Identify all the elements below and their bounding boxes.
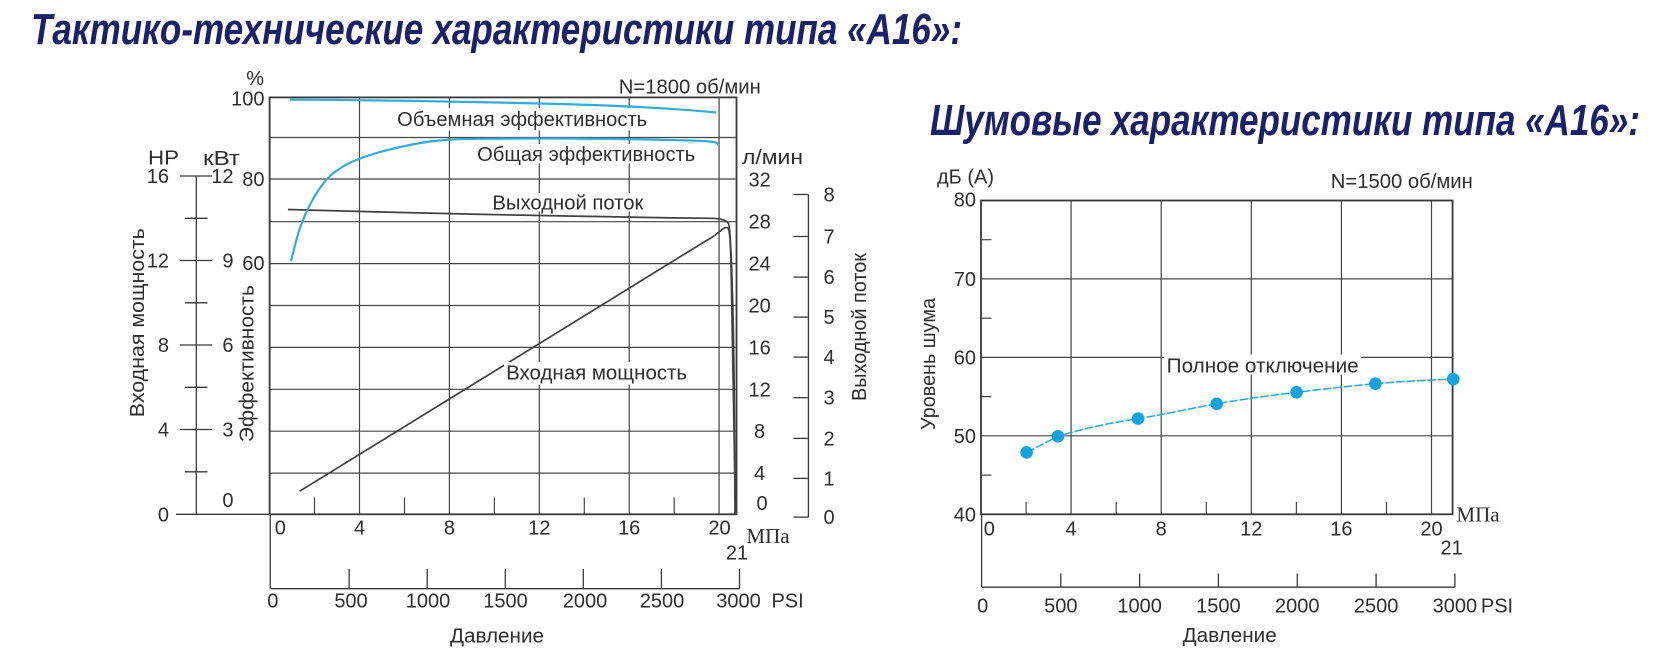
svg-text:Объемная эффективность: Объемная эффективность <box>397 109 647 131</box>
svg-text:500: 500 <box>334 591 367 613</box>
svg-text:0: 0 <box>275 518 286 540</box>
svg-text:PSI: PSI <box>771 591 803 613</box>
svg-text:Эффективность: Эффективность <box>237 285 259 442</box>
svg-text:3000: 3000 <box>1433 596 1478 618</box>
svg-text:Выходной поток: Выходной поток <box>849 253 871 401</box>
svg-text:Уровень шума: Уровень шума <box>918 297 940 430</box>
svg-text:100: 100 <box>231 88 264 110</box>
svg-text:Полное отключение: Полное отключение <box>1167 355 1359 377</box>
svg-text:%: % <box>246 68 264 90</box>
svg-text:28: 28 <box>749 212 771 234</box>
svg-text:л/мин: л/мин <box>742 147 803 169</box>
svg-text:3: 3 <box>222 420 233 442</box>
svg-text:8: 8 <box>158 335 169 357</box>
svg-text:3000: 3000 <box>716 591 761 613</box>
svg-text:16: 16 <box>1330 519 1352 541</box>
svg-text:12: 12 <box>749 379 771 401</box>
svg-text:0: 0 <box>984 519 995 541</box>
svg-text:21: 21 <box>726 543 748 565</box>
svg-text:4: 4 <box>754 463 765 485</box>
svg-text:0: 0 <box>977 596 988 618</box>
svg-text:16: 16 <box>749 337 771 359</box>
svg-text:50: 50 <box>954 426 976 448</box>
svg-text:Выходной поток: Выходной поток <box>492 192 643 214</box>
svg-text:12: 12 <box>528 518 550 540</box>
svg-text:21: 21 <box>1440 538 1462 560</box>
svg-text:1: 1 <box>823 468 834 490</box>
svg-text:0: 0 <box>823 507 834 529</box>
svg-text:8: 8 <box>444 518 455 540</box>
svg-text:70: 70 <box>954 269 976 291</box>
svg-text:8: 8 <box>823 185 834 207</box>
svg-text:Входная мощность: Входная мощность <box>506 362 687 384</box>
svg-text:6: 6 <box>222 335 233 357</box>
svg-text:8: 8 <box>754 421 765 443</box>
svg-text:0: 0 <box>222 490 233 512</box>
svg-text:5: 5 <box>823 307 834 329</box>
svg-text:Давление: Давление <box>450 626 544 648</box>
svg-text:2500: 2500 <box>640 591 685 613</box>
svg-text:Давление: Давление <box>1183 625 1277 647</box>
svg-text:1000: 1000 <box>1117 596 1162 618</box>
svg-text:20: 20 <box>708 518 730 540</box>
svg-text:500: 500 <box>1044 596 1077 618</box>
svg-text:3: 3 <box>823 388 834 410</box>
svg-text:4: 4 <box>1066 519 1077 541</box>
svg-text:МПа: МПа <box>1456 503 1500 527</box>
svg-text:12: 12 <box>147 251 169 273</box>
svg-text:МПа: МПа <box>746 524 790 548</box>
svg-text:32: 32 <box>749 170 771 192</box>
svg-text:PSI: PSI <box>1481 596 1513 618</box>
svg-text:0: 0 <box>756 493 767 515</box>
svg-text:12: 12 <box>1240 519 1262 541</box>
svg-text:Входная мощность: Входная мощность <box>127 228 149 417</box>
svg-text:7: 7 <box>823 227 834 249</box>
svg-text:1500: 1500 <box>1196 596 1241 618</box>
svg-text:2500: 2500 <box>1354 596 1399 618</box>
svg-text:16: 16 <box>147 166 169 188</box>
svg-text:Тактико-технические характерис: Тактико-технические характеристики типа … <box>31 5 962 54</box>
svg-text:Общая эффективность: Общая эффективность <box>477 144 695 166</box>
svg-text:60: 60 <box>242 253 264 275</box>
svg-text:60: 60 <box>954 347 976 369</box>
svg-text:8: 8 <box>1156 519 1167 541</box>
svg-text:НР: НР <box>148 148 179 170</box>
svg-text:дБ (А): дБ (А) <box>937 167 994 189</box>
svg-text:80: 80 <box>954 190 976 212</box>
svg-text:N=1500 об/мин: N=1500 об/мин <box>1331 171 1473 193</box>
svg-text:20: 20 <box>1420 519 1442 541</box>
svg-text:N=1800 об/мин: N=1800 об/мин <box>619 77 761 99</box>
svg-text:24: 24 <box>749 254 771 276</box>
svg-text:0: 0 <box>267 591 278 613</box>
svg-text:4: 4 <box>823 347 834 369</box>
svg-text:6: 6 <box>823 267 834 289</box>
svg-text:20: 20 <box>749 296 771 318</box>
svg-text:9: 9 <box>222 251 233 273</box>
svg-text:Шумовые характеристики типа «А: Шумовые характеристики типа «А16»: <box>930 96 1640 145</box>
svg-text:12: 12 <box>211 166 233 188</box>
svg-text:80: 80 <box>242 169 264 191</box>
svg-text:1500: 1500 <box>483 591 528 613</box>
svg-text:40: 40 <box>954 504 976 526</box>
svg-text:2000: 2000 <box>1275 596 1320 618</box>
svg-text:16: 16 <box>618 518 640 540</box>
svg-text:2000: 2000 <box>563 591 608 613</box>
svg-text:4: 4 <box>158 420 169 442</box>
svg-text:4: 4 <box>354 518 365 540</box>
svg-text:кВт: кВт <box>203 148 240 170</box>
svg-text:1000: 1000 <box>406 591 451 613</box>
svg-text:0: 0 <box>158 504 169 526</box>
svg-text:2: 2 <box>823 428 834 450</box>
